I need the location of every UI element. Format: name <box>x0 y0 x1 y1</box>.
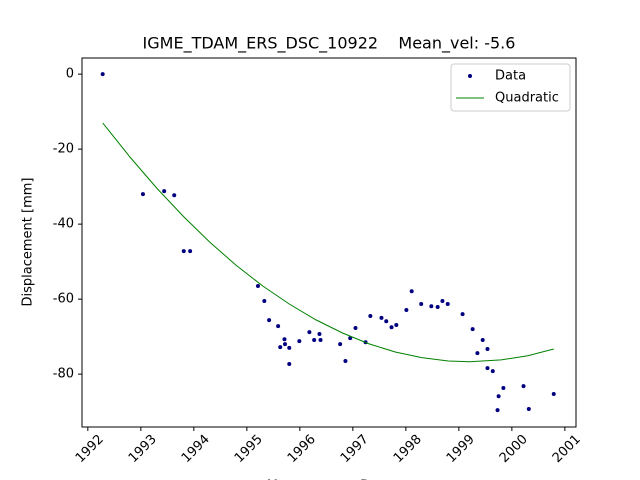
data-point <box>409 289 414 294</box>
data-point <box>297 339 302 344</box>
data-point <box>526 407 531 411</box>
y-tick-label: -40 <box>53 217 74 232</box>
data-point <box>521 384 526 389</box>
data-point <box>172 193 177 198</box>
data-point <box>317 332 322 336</box>
data-point <box>440 299 445 303</box>
legend-box <box>450 63 571 112</box>
data-point <box>404 308 409 312</box>
data-point <box>551 392 556 396</box>
data-point <box>287 362 292 366</box>
data-point <box>338 342 343 347</box>
legend-marker <box>468 74 472 78</box>
data-point <box>475 351 480 356</box>
data-point <box>470 327 475 332</box>
data-point <box>255 284 260 288</box>
axes-frame <box>81 57 577 428</box>
x-axis-label: Measurement Date <box>267 479 391 480</box>
data-point <box>495 408 500 413</box>
data-point <box>318 338 323 342</box>
data-point <box>282 337 287 342</box>
y-tick-label: -20 <box>53 142 74 157</box>
fit-line <box>102 122 554 363</box>
data-point <box>267 318 272 323</box>
data-point <box>460 312 465 317</box>
data-point <box>278 345 283 350</box>
legend-label: Data <box>495 69 526 84</box>
data-point <box>140 192 145 197</box>
data-point <box>480 338 485 342</box>
data-point <box>445 302 450 306</box>
y-tick-label: 0 <box>66 67 74 82</box>
data-point <box>384 319 389 324</box>
data-point <box>496 394 501 399</box>
data-point <box>283 342 288 347</box>
data-point <box>262 299 267 303</box>
data-point <box>485 366 490 371</box>
plot-area <box>100 72 556 413</box>
chart-title: IGME_TDAM_ERS_DSC_10922 Mean_vel: -5.6 <box>143 34 516 54</box>
data-point <box>379 315 384 320</box>
data-point <box>490 369 495 374</box>
data-point <box>181 249 186 254</box>
data-point <box>501 386 506 390</box>
data-point <box>348 336 353 341</box>
data-point <box>287 345 292 350</box>
data-point <box>162 189 167 194</box>
y-tick-label: -60 <box>53 292 74 307</box>
data-point <box>389 325 394 330</box>
data-point <box>429 304 434 309</box>
data-point <box>435 305 440 309</box>
data-point <box>394 323 399 327</box>
data-point <box>485 347 490 351</box>
data-point <box>307 330 312 335</box>
data-point <box>368 314 373 318</box>
data-point <box>276 324 281 329</box>
y-tick-label: -80 <box>53 367 74 382</box>
legend-label: Quadratic <box>495 91 559 106</box>
y-axis-label: Displacement [mm] <box>21 178 36 307</box>
data-point <box>353 326 358 330</box>
data-point <box>419 302 424 306</box>
data-point <box>343 359 348 363</box>
data-point <box>312 338 317 342</box>
data-point <box>188 249 193 254</box>
data-point <box>100 72 105 77</box>
